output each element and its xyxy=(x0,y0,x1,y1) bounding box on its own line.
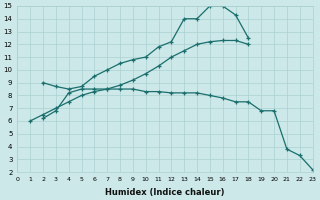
X-axis label: Humidex (Indice chaleur): Humidex (Indice chaleur) xyxy=(105,188,225,197)
